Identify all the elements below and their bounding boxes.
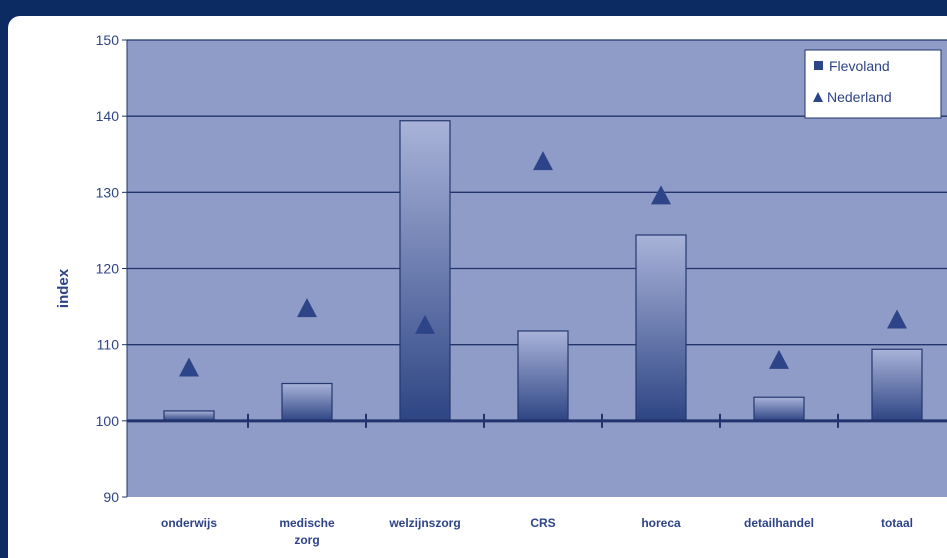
x-tick-label: totaal bbox=[881, 516, 913, 530]
x-tick-label: welzijnszorg bbox=[388, 516, 460, 530]
y-axis-title: index bbox=[55, 268, 72, 308]
bar-flevoland bbox=[753, 396, 805, 422]
legend-swatch-flevoland bbox=[814, 61, 823, 70]
bar-flevoland bbox=[517, 330, 569, 422]
marker-nederland bbox=[533, 151, 553, 171]
y-tick-label: 150 bbox=[96, 32, 120, 48]
y-tick-label: 140 bbox=[96, 108, 120, 124]
marker-nederland bbox=[415, 314, 435, 334]
legend bbox=[804, 49, 942, 119]
marker-nederland bbox=[769, 349, 789, 369]
legend-swatch-nederland bbox=[813, 92, 823, 102]
x-tick-label: detailhandel bbox=[744, 516, 814, 530]
y-tick-label: 100 bbox=[96, 413, 120, 429]
marker-nederland bbox=[179, 357, 199, 377]
bar-flevoland bbox=[635, 234, 687, 422]
x-tick-label: zorg bbox=[294, 533, 319, 547]
x-tick-label: medische bbox=[279, 516, 335, 530]
marker-nederland bbox=[887, 309, 907, 329]
y-tick-label: 120 bbox=[96, 261, 120, 277]
bar-flevoland bbox=[871, 348, 923, 422]
y-tick-label: 90 bbox=[103, 489, 119, 505]
y-tick-label: 130 bbox=[96, 184, 120, 200]
x-tick-label: CRS bbox=[530, 516, 555, 530]
y-tick-label: 110 bbox=[97, 337, 120, 353]
x-tick-label: onderwijs bbox=[161, 516, 217, 530]
marker-nederland bbox=[651, 185, 671, 205]
legend-label-nederland: Nederland bbox=[827, 89, 892, 105]
bar-flevoland bbox=[399, 120, 451, 422]
bar-flevoland bbox=[281, 382, 333, 422]
x-tick-label: horeca bbox=[641, 516, 681, 530]
marker-nederland bbox=[297, 298, 317, 318]
legend-label-flevoland: Flevoland bbox=[829, 58, 890, 74]
